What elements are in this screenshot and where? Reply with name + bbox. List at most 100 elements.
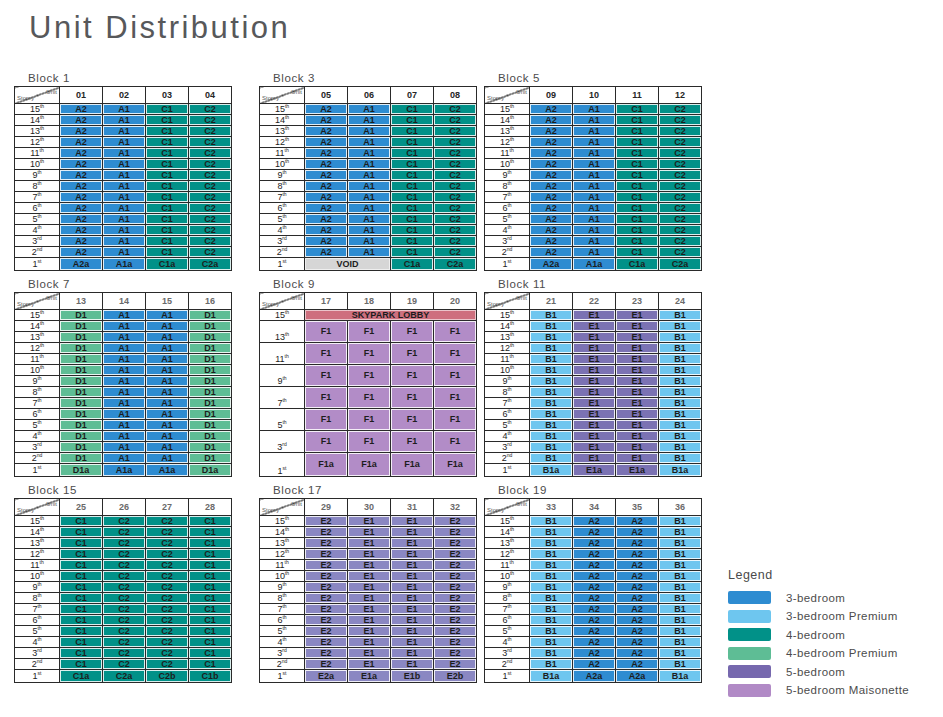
unit-cell: E2 <box>305 659 348 670</box>
table-row: 9thB1A2A2B1 <box>485 582 702 593</box>
corner-unit-label: Unit <box>46 295 57 301</box>
unit-cell: B1 <box>659 571 702 582</box>
unit-cell: A1 <box>348 192 391 203</box>
unit-cell: A2 <box>573 648 616 659</box>
unit-cell: E1 <box>573 420 616 431</box>
unit-cell: B1 <box>530 409 573 420</box>
unit-cell: B1 <box>659 538 702 549</box>
table-row: 8thE2E1E1E2 <box>260 593 477 604</box>
unit-cell: E1 <box>391 648 434 659</box>
storey-label: 12th <box>485 137 530 148</box>
table-row: 1stVOIDC1aC2a <box>260 258 477 271</box>
table-row: 15thB1A2A2B1 <box>485 516 702 527</box>
unit-cell: B1 <box>530 582 573 593</box>
storey-label: 13th <box>15 538 60 549</box>
table-row: 10thB1A2A2B1 <box>485 571 702 582</box>
unit-cell: E1 <box>391 538 434 549</box>
unit-cell: C2 <box>434 192 477 203</box>
block-title: Block 15 <box>28 484 231 496</box>
unit-cell: A1 <box>146 431 189 442</box>
table-row: 7thA2A1C1C2 <box>485 192 702 203</box>
table-row: 7thF1F1F1F1 <box>260 387 477 409</box>
unit-cell: E1 <box>573 387 616 398</box>
unit-cell: C1 <box>391 192 434 203</box>
storey-label: 11th <box>15 560 60 571</box>
table-row: 7thE2E1E1E2 <box>260 604 477 615</box>
unit-cell: B1 <box>530 549 573 560</box>
unit-cell: E1 <box>573 442 616 453</box>
corner-storey-label: Storey <box>487 95 504 101</box>
table-row: 10thC1C2C2C1 <box>15 571 232 582</box>
corner-unit-label: Unit <box>516 501 527 507</box>
unit-cell: C2 <box>659 137 702 148</box>
unit-cell: C2 <box>146 538 189 549</box>
storey-label: 5th <box>260 214 305 225</box>
unit-cell: D1 <box>189 409 232 420</box>
unit-number-header: 33 <box>530 499 573 516</box>
unit-cell: D1a <box>189 464 232 477</box>
unit-cell: C2 <box>189 203 232 214</box>
table-row: 12thA2A1C1C2 <box>15 137 232 148</box>
table-row: 12thC1C2C2C1 <box>15 549 232 560</box>
unit-cell: A2 <box>616 659 659 670</box>
unit-cell: A2 <box>573 659 616 670</box>
table-row: 13thB1A2A2B1 <box>485 538 702 549</box>
table-row: 10thB1E1E1B1 <box>485 365 702 376</box>
unit-cell: B1 <box>530 420 573 431</box>
unit-cell: A1 <box>348 236 391 247</box>
unit-cell: C1a <box>391 258 434 271</box>
storey-label: 11th <box>15 354 60 365</box>
corner-storey-label: Storey <box>262 507 279 513</box>
unit-cell: A1 <box>348 115 391 126</box>
unit-cell: C2 <box>189 148 232 159</box>
storey-label: 5th <box>15 626 60 637</box>
table-row: UnitStorey05060708 <box>260 87 477 104</box>
storey-label: 1st <box>485 670 530 683</box>
corner-storey-label: Storey <box>262 301 279 307</box>
unit-cell: C1 <box>146 126 189 137</box>
table-row: 11thD1A1A1D1 <box>15 354 232 365</box>
unit-cell: B1 <box>530 365 573 376</box>
unit-cell: C1 <box>146 214 189 225</box>
corner-header: UnitStorey <box>15 293 60 310</box>
unit-number-header: 10 <box>573 87 616 104</box>
table-row: 11thA2A1C1C2 <box>260 148 477 159</box>
storey-label: 9th <box>260 365 305 387</box>
unit-cell: C2a <box>434 258 477 271</box>
storey-label: 13th <box>260 321 305 343</box>
unit-cell: B1 <box>659 431 702 442</box>
unit-cell: A2 <box>530 225 573 236</box>
unit-cell: C2 <box>659 225 702 236</box>
unit-cell: F1 <box>305 321 348 343</box>
unit-cell: A2 <box>305 159 348 170</box>
table-row: UnitStorey21222324 <box>485 293 702 310</box>
unit-cell: A1 <box>103 365 146 376</box>
table-row: 14thB1E1E1B1 <box>485 321 702 332</box>
unit-cell: F1 <box>348 431 391 453</box>
corner-unit-label: Unit <box>46 89 57 95</box>
unit-cell: E1 <box>573 354 616 365</box>
unit-cell: A1a <box>103 258 146 271</box>
storey-label: 4th <box>485 225 530 236</box>
unit-cell: C1a <box>146 258 189 271</box>
storey-label: 6th <box>260 203 305 214</box>
storey-label: 4th <box>15 225 60 236</box>
table-row: 15thB1E1E1B1 <box>485 310 702 321</box>
unit-cell: B1 <box>530 310 573 321</box>
unit-cell: A1 <box>348 247 391 258</box>
unit-cell: A1 <box>146 310 189 321</box>
legend-label: 5-bedroom Maisonette <box>786 684 909 696</box>
unit-cell: A2 <box>573 538 616 549</box>
unit-cell: A1 <box>348 225 391 236</box>
unit-cell: E2 <box>305 538 348 549</box>
block-title: Block 17 <box>273 484 476 496</box>
unit-cell: A2 <box>530 203 573 214</box>
unit-cell: F1 <box>348 321 391 343</box>
table-row: 2ndA2A1C1C2 <box>485 247 702 258</box>
unit-number-header: 23 <box>616 293 659 310</box>
storey-label: 7th <box>15 398 60 409</box>
unit-number-header: 19 <box>391 293 434 310</box>
unit-cell: A1 <box>103 115 146 126</box>
unit-cell: E2 <box>305 604 348 615</box>
storey-label: 3rd <box>485 648 530 659</box>
